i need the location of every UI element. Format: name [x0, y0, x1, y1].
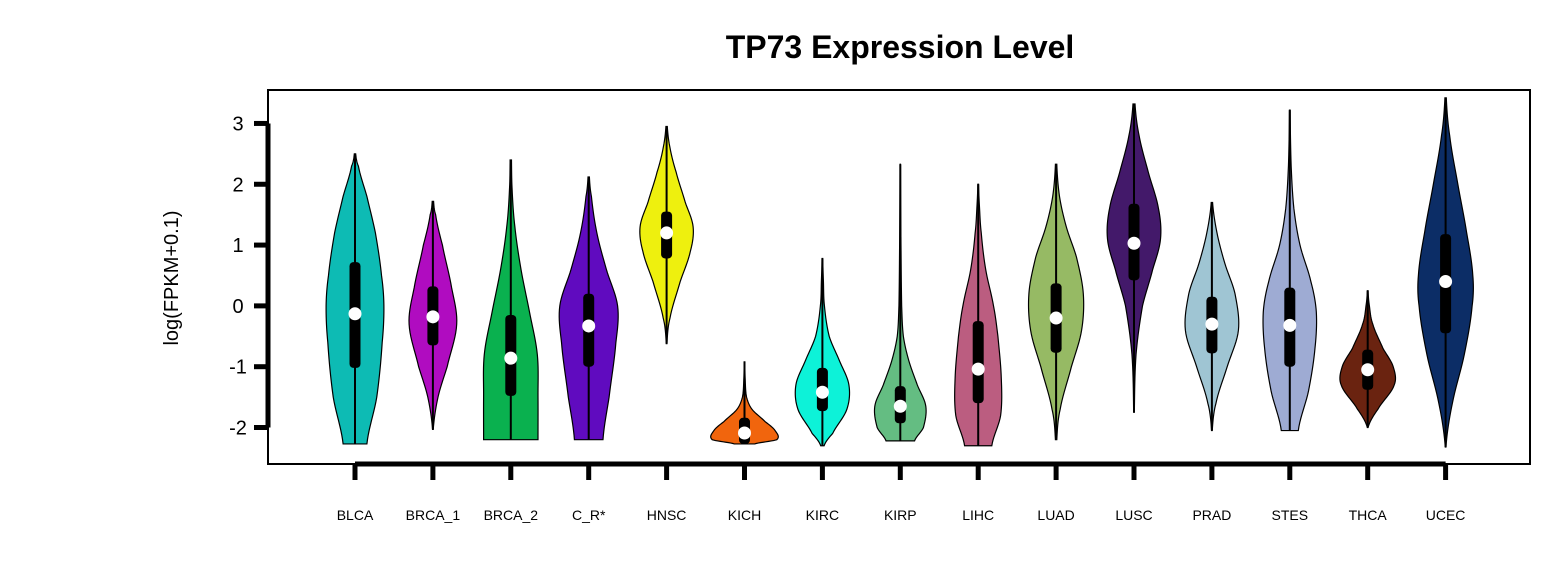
median-point [1439, 275, 1453, 289]
median-point [504, 351, 518, 365]
median-point [426, 310, 440, 324]
median-point [348, 307, 362, 321]
x-tick-label: LUSC [1115, 507, 1152, 523]
median-point [738, 426, 751, 440]
y-tick-label: 2 [232, 174, 243, 196]
x-tick-label: KIRC [806, 507, 839, 523]
x-tick-label: PRAD [1192, 507, 1231, 523]
x-tick-label: STES [1272, 507, 1309, 523]
violin-luad [1027, 163, 1085, 441]
x-tick-label: BRCA_1 [406, 507, 461, 523]
x-tick-label: BLCA [337, 507, 374, 523]
violin-kich [710, 361, 779, 445]
median-point [1205, 317, 1219, 331]
violin-stes [1262, 109, 1318, 432]
violin-c-r- [558, 176, 619, 441]
x-tick-label: HNSC [647, 507, 687, 523]
y-tick-label: 3 [232, 113, 243, 135]
x-tick-label: THCA [1349, 507, 1388, 523]
violin-hnsc [639, 125, 694, 345]
x-tick-label: BRCA_2 [484, 507, 539, 523]
x-tick-label: KIRP [884, 507, 917, 523]
violin-thca [1339, 290, 1397, 429]
median-point [1127, 236, 1141, 250]
violins-group [325, 97, 1474, 448]
x-tick-label: UCEC [1426, 507, 1466, 523]
violin-kirc [794, 257, 851, 447]
x-tick-label: KICH [728, 507, 761, 523]
axes-group: -2 -1 0 1 2 3 BLCA BRCA_1 BRCA_2 C_R* HNSC KICH KIRC… [229, 113, 1465, 523]
violin-blca [325, 153, 385, 445]
y-tick-label: -1 [229, 357, 247, 379]
y-tick-label: -2 [229, 418, 247, 440]
median-point [893, 399, 907, 413]
violin-brca-1 [408, 200, 458, 430]
x-tick-label: LIHC [962, 507, 994, 523]
violin-prad [1184, 201, 1240, 432]
violin-brca-2 [482, 159, 539, 441]
y-tick-label: 1 [232, 235, 243, 257]
median-point [582, 319, 596, 333]
median-point [971, 362, 985, 376]
median-point [660, 226, 674, 240]
median-point [1283, 318, 1297, 332]
median-point [1049, 311, 1063, 325]
violin-lihc [954, 183, 1003, 447]
median-point [815, 385, 829, 399]
violin-lusc [1106, 103, 1162, 413]
chart-title: TP73 Expression Level [726, 29, 1075, 65]
x-tick-label: C_R* [572, 507, 606, 523]
y-tick-label: 0 [232, 296, 243, 318]
iqr-box [972, 321, 984, 404]
y-axis-label: log(FPKM+0.1) [161, 210, 183, 345]
median-point [1361, 363, 1375, 377]
violin-ucec [1417, 97, 1474, 448]
x-tick-label: LUAD [1037, 507, 1074, 523]
violin-kirp [873, 163, 927, 442]
